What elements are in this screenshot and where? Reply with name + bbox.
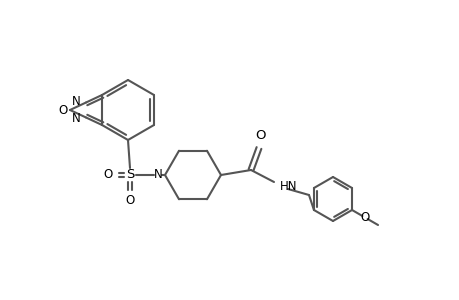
Text: O: O (103, 169, 112, 182)
Text: O: O (255, 129, 266, 142)
Text: S: S (126, 169, 134, 182)
Text: N: N (72, 95, 81, 108)
Text: O: O (125, 194, 134, 206)
Text: O: O (59, 103, 68, 116)
Text: O: O (360, 211, 369, 224)
Text: N: N (72, 112, 81, 125)
Text: N: N (153, 169, 162, 182)
Text: HN: HN (280, 179, 297, 193)
